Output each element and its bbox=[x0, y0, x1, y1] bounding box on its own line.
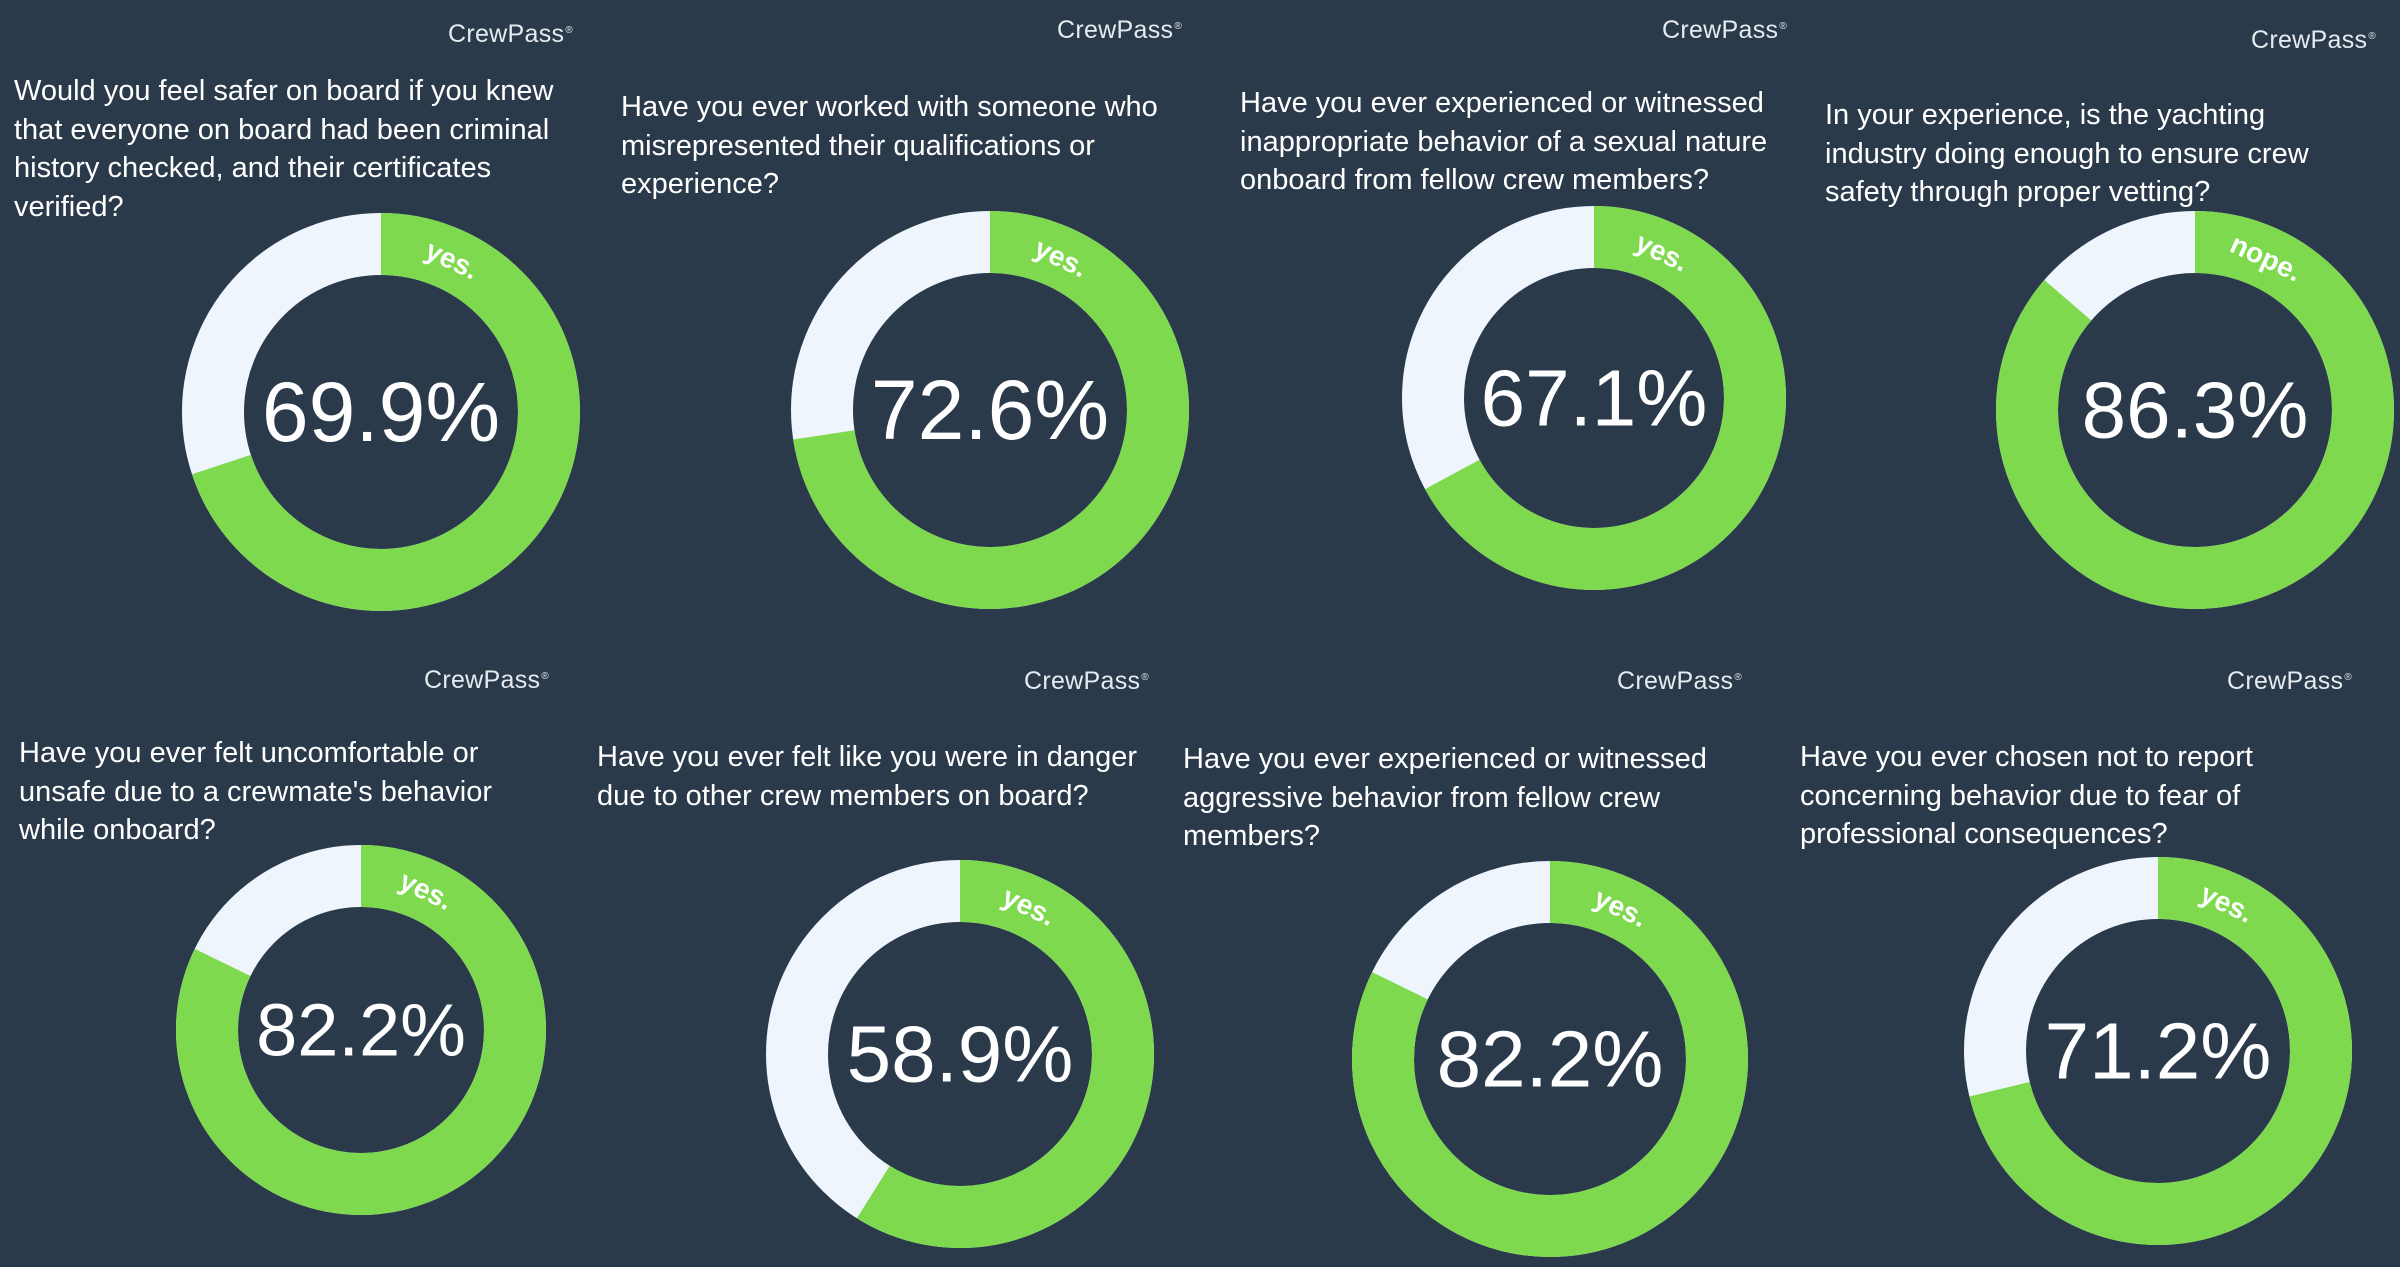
donut-chart: yes.72.6% bbox=[791, 211, 1189, 609]
donut-value-arc bbox=[176, 845, 546, 1215]
crewpass-logo: CrewPass® bbox=[2251, 26, 2376, 55]
crewpass-logo: CrewPass® bbox=[448, 20, 573, 49]
donut-chart: yes.69.9% bbox=[182, 213, 580, 611]
survey-question: Have you ever felt like you were in dang… bbox=[597, 741, 1138, 812]
percentage-value: 67.1% bbox=[1481, 354, 1708, 443]
donut-chart: yes.71.2% bbox=[1964, 857, 2352, 1245]
brand-name: CrewPass bbox=[448, 20, 565, 48]
registered-mark: ® bbox=[541, 670, 549, 682]
crewpass-logo: CrewPass® bbox=[1024, 667, 1149, 696]
registered-mark: ® bbox=[2344, 671, 2352, 683]
registered-mark: ® bbox=[1734, 671, 1742, 683]
brand-name: CrewPass bbox=[1057, 16, 1174, 44]
donut-value-arc bbox=[182, 213, 580, 611]
donut-value-arc bbox=[1352, 861, 1748, 1257]
survey-question: In your experience, is the yachting indu… bbox=[1825, 99, 2309, 208]
registered-mark: ® bbox=[2368, 30, 2376, 42]
donut-chart: nope.86.3% bbox=[1996, 211, 2394, 609]
donut-value-arc bbox=[766, 860, 1154, 1248]
percentage-value: 69.9% bbox=[262, 365, 500, 459]
crewpass-logo: CrewPass® bbox=[1662, 16, 1787, 45]
registered-mark: ® bbox=[565, 24, 573, 36]
survey-question: Would you feel safer on board if you kne… bbox=[14, 75, 554, 223]
brand-name: CrewPass bbox=[2227, 667, 2344, 695]
crewpass-logo: CrewPass® bbox=[2227, 667, 2352, 696]
donut-chart: yes.82.2% bbox=[1352, 861, 1748, 1257]
survey-question: Have you ever chosen not to report conce… bbox=[1800, 741, 2253, 850]
crewpass-logo: CrewPass® bbox=[1057, 16, 1182, 45]
registered-mark: ® bbox=[1141, 671, 1149, 683]
donut-value-arc bbox=[1996, 211, 2394, 609]
brand-name: CrewPass bbox=[2251, 26, 2368, 54]
brand-name: CrewPass bbox=[1617, 667, 1734, 695]
registered-mark: ® bbox=[1174, 20, 1182, 32]
percentage-value: 82.2% bbox=[1437, 1015, 1664, 1104]
survey-question: Have you ever experienced or witnessed a… bbox=[1183, 743, 1707, 852]
donut-chart: yes.82.2% bbox=[176, 845, 546, 1215]
brand-name: CrewPass bbox=[1024, 667, 1141, 695]
brand-name: CrewPass bbox=[1662, 16, 1779, 44]
percentage-value: 82.2% bbox=[256, 989, 466, 1072]
donut-chart: yes.67.1% bbox=[1402, 206, 1786, 590]
brand-name: CrewPass bbox=[424, 666, 541, 694]
crewpass-logo: CrewPass® bbox=[1617, 667, 1742, 696]
percentage-value: 58.9% bbox=[847, 1010, 1074, 1099]
donut-value-arc bbox=[1402, 206, 1786, 590]
percentage-value: 72.6% bbox=[871, 363, 1109, 457]
survey-question: Have you ever experienced or witnessed i… bbox=[1240, 87, 1768, 196]
crewpass-logo: CrewPass® bbox=[424, 666, 549, 695]
percentage-value: 86.3% bbox=[2082, 366, 2309, 455]
percentage-value: 71.2% bbox=[2045, 1007, 2272, 1096]
registered-mark: ® bbox=[1779, 20, 1787, 32]
donut-chart: yes.58.9% bbox=[766, 860, 1154, 1248]
survey-question: Have you ever felt uncomfortable or unsa… bbox=[19, 737, 493, 846]
donut-value-arc bbox=[1964, 857, 2352, 1245]
donut-value-arc bbox=[791, 211, 1189, 609]
survey-question: Have you ever worked with someone who mi… bbox=[621, 91, 1158, 200]
